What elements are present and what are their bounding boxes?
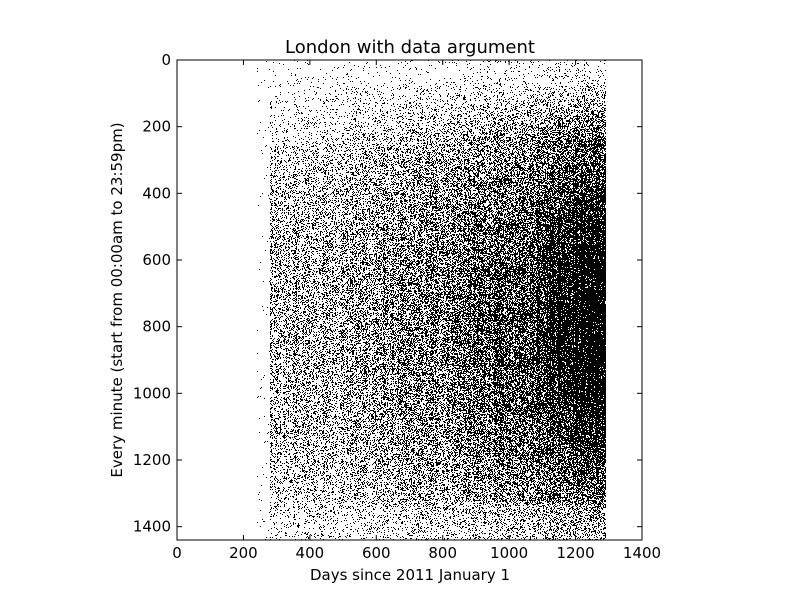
y-tick-label: 1200 xyxy=(133,451,171,469)
y-tick-label: 600 xyxy=(142,251,171,269)
y-axis-label: Every minute (start from 00:00am to 23:5… xyxy=(108,122,126,477)
y-tick-label: 1400 xyxy=(133,518,171,536)
y-tick-label: 0 xyxy=(161,51,171,69)
x-tick-label: 0 xyxy=(172,544,182,562)
x-tick-label: 200 xyxy=(229,544,258,562)
x-axis-label: Days since 2011 January 1 xyxy=(310,566,510,584)
x-tick-label: 600 xyxy=(362,544,391,562)
y-tick-label: 200 xyxy=(142,118,171,136)
y-tick-label: 800 xyxy=(142,318,171,336)
x-tick-label: 400 xyxy=(296,544,325,562)
y-axis: 0 200 400 600 800 1000 1200 1400 xyxy=(133,51,642,536)
x-tick-label: 1200 xyxy=(556,544,594,562)
chart-title: London with data argument xyxy=(285,37,535,58)
y-tick-label: 1000 xyxy=(133,384,171,402)
heatmap-image xyxy=(177,60,642,540)
y-tick-label: 400 xyxy=(142,184,171,202)
x-tick-label: 1000 xyxy=(490,544,528,562)
x-tick-label: 1400 xyxy=(623,544,661,562)
plot-frame xyxy=(176,59,643,541)
x-tick-label: 800 xyxy=(428,544,457,562)
x-axis: 0 200 400 600 800 1000 1200 1400 xyxy=(172,60,661,562)
